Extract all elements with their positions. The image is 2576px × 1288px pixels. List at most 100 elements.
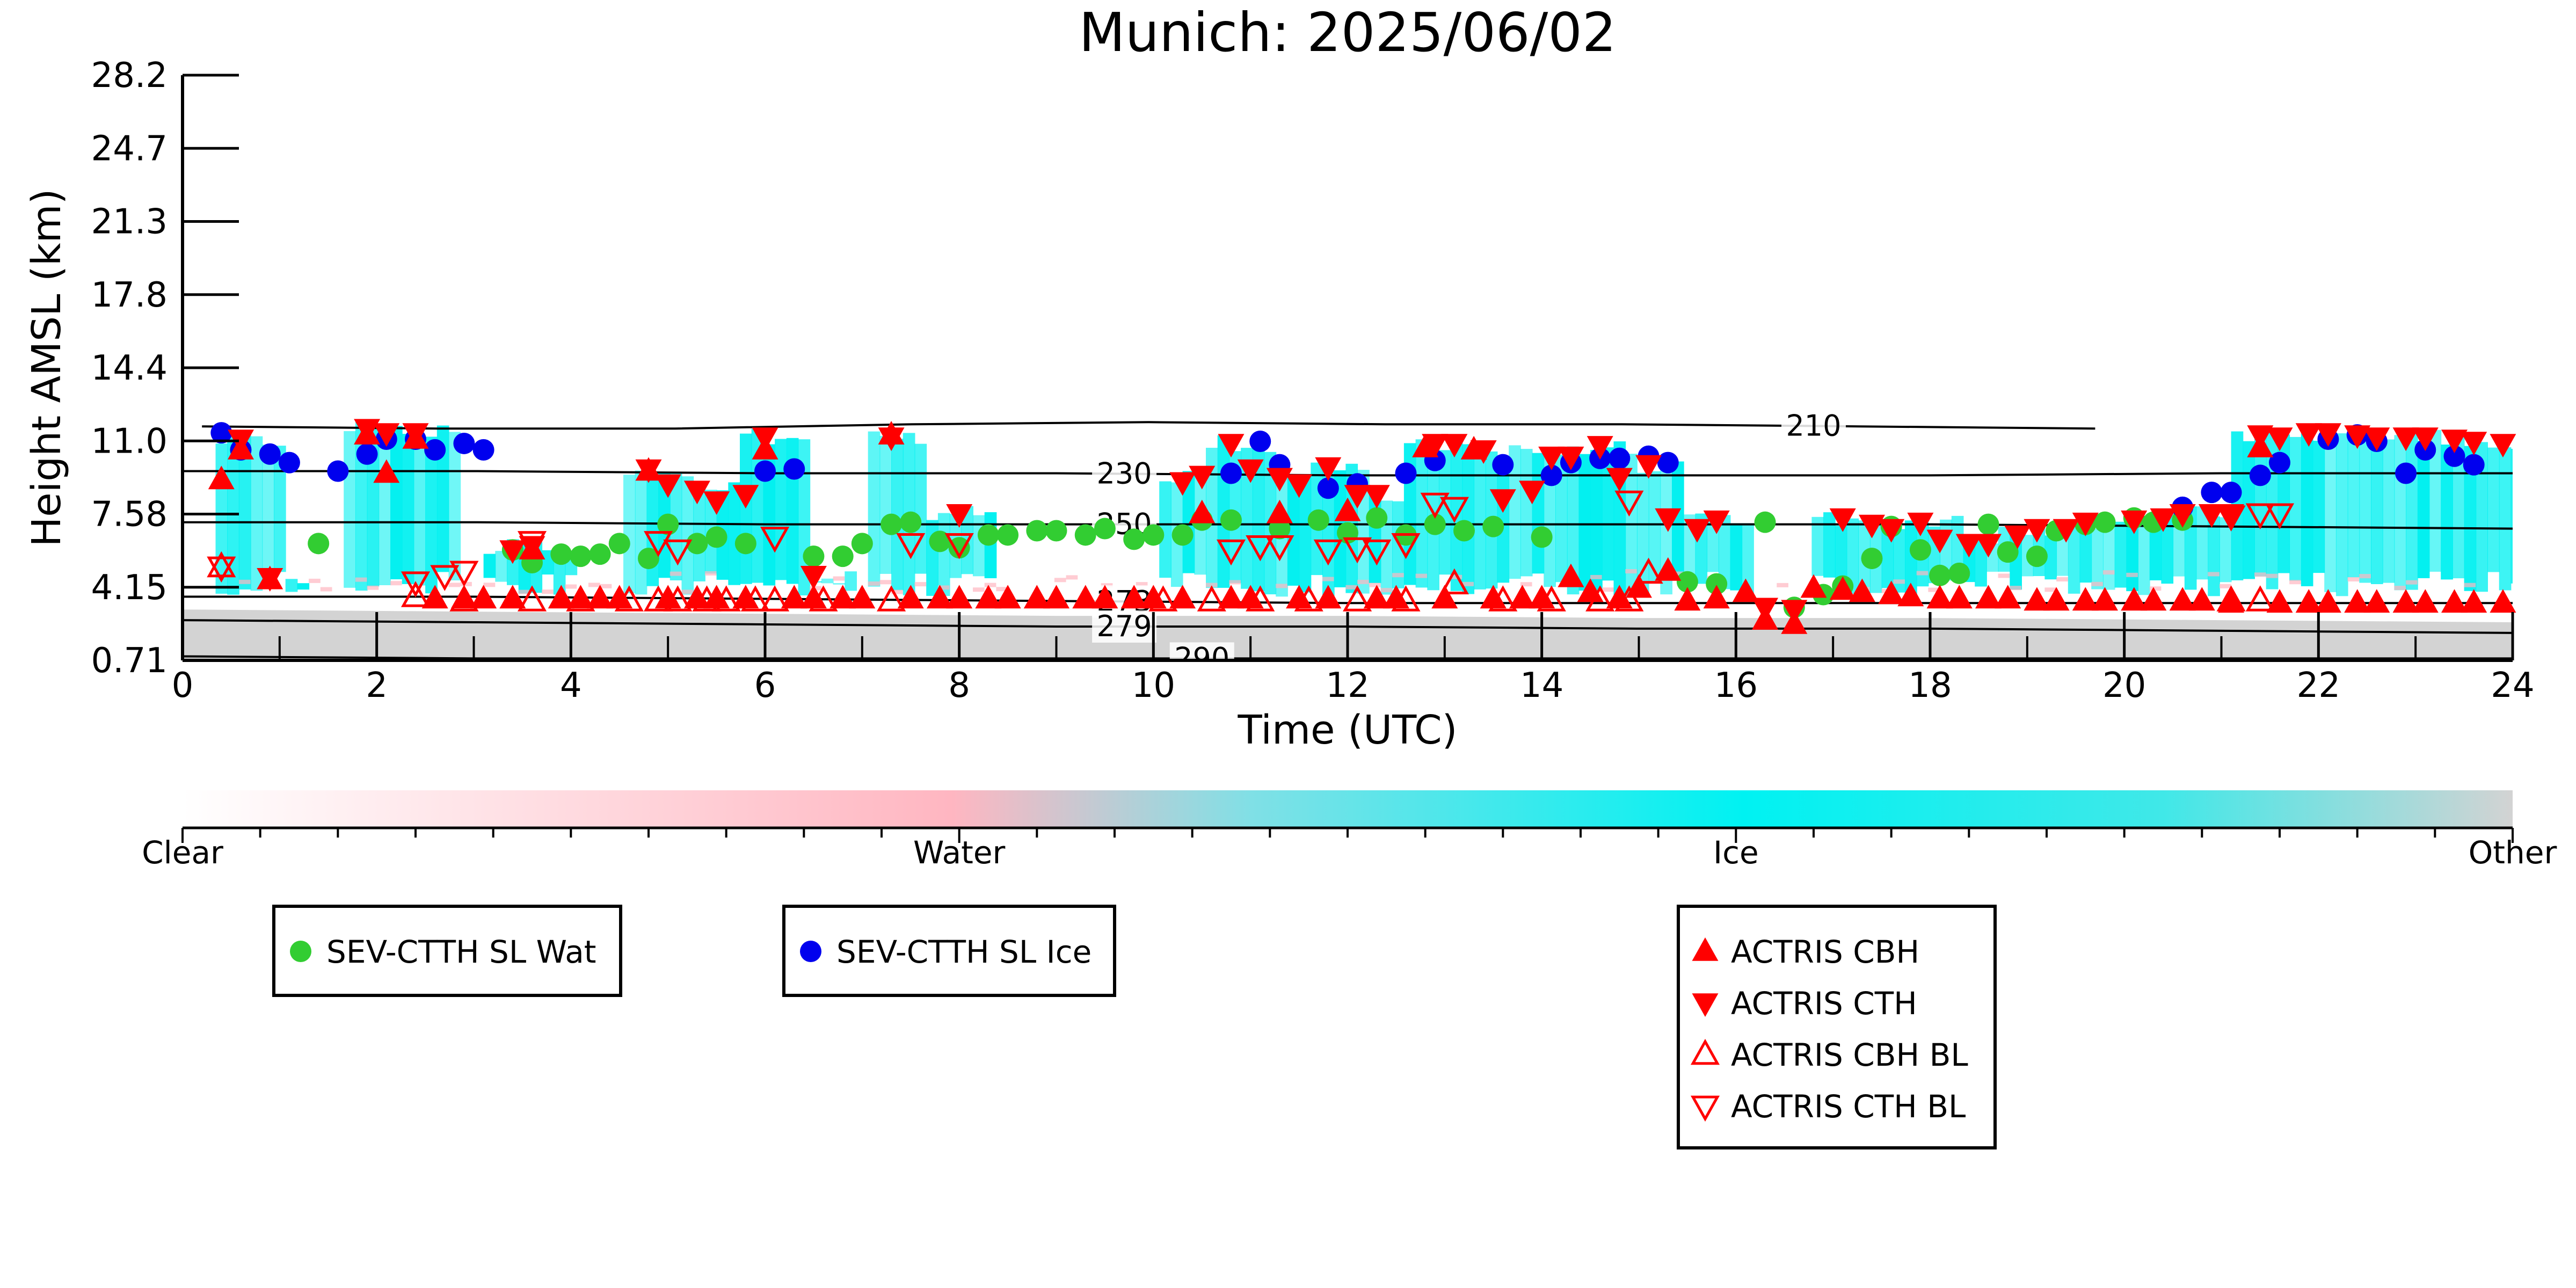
water-class-column [1380,588,1393,593]
data-point [781,585,807,609]
data-point [2392,589,2419,613]
data-point [1439,497,1469,523]
water-class-column [973,587,985,592]
data-point [1655,557,1682,581]
data-point [1143,524,1165,546]
water-class-column [1777,583,1788,587]
legend-entry-label: ACTRIS CBH BL [1731,1037,1968,1073]
water-class-column [1345,585,1358,590]
water-class-column [1998,573,2010,578]
ice-class-column [2417,441,2430,578]
water-class-column [2044,587,2057,592]
data-point [1265,535,1294,562]
data-point [977,524,999,546]
data-point [2441,430,2468,454]
data-point [1800,574,1827,598]
water-class-column [390,581,402,586]
data-point [608,533,630,555]
data-point [1684,519,1711,543]
ice-class-column [344,431,356,588]
data-point [2395,462,2417,484]
ice-class-column [250,436,263,591]
data-point [259,443,281,465]
ice-class-column [2114,521,2127,588]
data-point [760,585,790,612]
contour-line-230 [183,470,2513,477]
data-point [373,423,400,447]
data-point [1878,580,1905,605]
data-point [2463,454,2485,476]
ice-class-column [821,578,834,584]
data-point [1317,477,1339,499]
data-point [499,585,526,609]
data-point [1169,585,1196,609]
ice-class-column [2382,439,2395,583]
data-point [635,459,662,483]
data-point [1587,436,1613,460]
ice-class-column [2301,433,2313,586]
water-class-column [1369,583,1381,587]
ice-class-column [2499,447,2512,591]
data-point [2363,427,2390,452]
data-point [1453,520,1475,542]
data-point [2363,589,2390,613]
data-point [1703,585,1730,609]
water-class-column [483,583,496,587]
data-point [566,585,595,612]
data-point [2412,427,2439,452]
data-point [1634,557,1663,584]
data-point [2150,508,2177,532]
ice-class-column [1823,512,1836,578]
data-point [1344,485,1371,509]
water-class-column [810,586,821,591]
ice-class-column [2161,515,2174,584]
data-point [1540,464,1562,486]
data-point [1519,481,1546,505]
ice-class-column [2312,440,2325,573]
ice-class-column [1287,475,1300,586]
water-class-column [833,576,845,581]
data-point [207,551,236,578]
series-actris-cth-bl [207,490,2295,598]
series-actris-cbh-bl [207,551,2275,612]
y-tick-label: 11.0 [91,421,168,461]
data-point [570,545,592,567]
water-class-column [879,580,892,585]
water-class-column [1101,583,1113,588]
data-point [1858,514,1886,539]
data-point [2315,423,2341,447]
data-point [1431,585,1458,609]
data-point [2249,464,2271,486]
series-actris-cth [227,419,2516,624]
water-class-column [1672,571,1684,576]
data-point [207,556,236,583]
data-point [948,537,970,559]
data-point [1237,459,1264,483]
water-class-column [1357,579,1369,584]
data-point [472,439,494,461]
legend-entry-label: ACTRIS CBH [1731,934,1919,970]
x-tick-label: 10 [1132,666,1175,705]
water-class-column [367,585,379,590]
data-point [1391,585,1421,612]
data-point [401,581,431,607]
ice-class-column [1474,452,1486,590]
data-point [1732,578,1759,602]
contour-line-210 [202,421,2095,430]
ice-class-column [379,435,391,585]
data-point [1614,585,1644,612]
data-point [1216,539,1246,566]
water-class-column [1893,579,1905,584]
data-point [1343,585,1372,612]
data-point [2072,587,2099,611]
ice-class-column [1893,529,1905,593]
data-point [1488,585,1518,612]
ice-class-column [1590,450,1603,591]
data-point [1829,508,1856,532]
ice-class-column [845,571,857,591]
ice-class-column [2196,506,2209,580]
data-point [424,439,446,461]
ice-class-column [1159,481,1171,578]
water-class-column [1054,578,1066,583]
water-class-column [2254,572,2266,577]
